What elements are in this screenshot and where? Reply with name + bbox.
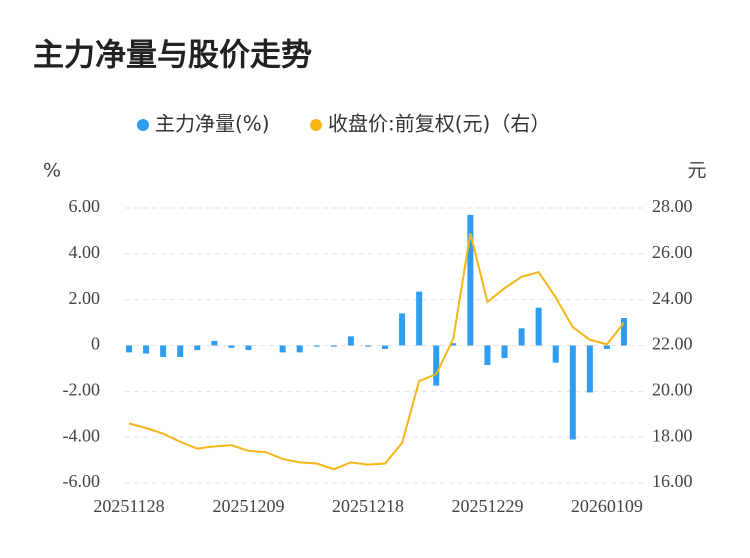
y-tick-label: 0 xyxy=(91,334,100,354)
bar xyxy=(364,345,371,347)
bar xyxy=(484,345,491,365)
chart-title: 主力净量与股价走势 xyxy=(33,38,312,74)
bar xyxy=(228,345,235,348)
y-tick-label: 2.00 xyxy=(69,288,101,308)
legend-label: 收盘价:前复权(元)（右） xyxy=(328,112,550,136)
bar xyxy=(433,345,440,386)
bar xyxy=(279,345,286,353)
y2-tick-label: 26.00 xyxy=(652,242,693,262)
bar xyxy=(160,345,167,357)
bar xyxy=(603,345,610,349)
legend-swatch xyxy=(310,119,322,131)
bar xyxy=(313,345,320,347)
legend-swatch xyxy=(137,119,149,131)
bar xyxy=(245,345,252,351)
bar xyxy=(143,345,150,354)
bar xyxy=(126,345,132,353)
bar xyxy=(194,345,201,351)
bar xyxy=(501,345,508,359)
bar xyxy=(416,291,423,346)
y-tick-label: 4.00 xyxy=(69,242,101,262)
y2-tick-label: 28.00 xyxy=(652,196,693,216)
y2-tick-label: 16.00 xyxy=(652,471,693,491)
bar xyxy=(621,318,627,346)
bar xyxy=(467,214,474,346)
y2-tick-label: 22.00 xyxy=(652,334,693,354)
y-tick-label: 6.00 xyxy=(69,196,101,216)
bar xyxy=(535,307,542,346)
bar xyxy=(347,336,354,346)
bar xyxy=(330,345,337,347)
bar xyxy=(296,345,303,353)
x-tick-label: 20260109 xyxy=(571,496,643,516)
bar xyxy=(552,345,559,363)
bar xyxy=(586,345,593,393)
bar xyxy=(569,345,576,440)
y2-tick-label: 18.00 xyxy=(652,425,693,445)
bar xyxy=(399,313,406,346)
y2-tick-label: 24.00 xyxy=(652,288,693,308)
x-tick-label: 20251128 xyxy=(93,496,164,516)
legend-label: 主力净量(%) xyxy=(155,112,270,136)
x-tick-label: 20251209 xyxy=(212,496,284,516)
y-tick-label: -4.00 xyxy=(63,425,101,445)
y2-axis-unit: 元 xyxy=(687,160,706,182)
y-tick-label: -6.00 xyxy=(63,471,101,491)
bar xyxy=(211,340,218,346)
bar xyxy=(518,328,525,346)
price-line xyxy=(128,232,625,471)
x-tick-label: 20251218 xyxy=(332,496,404,516)
bar xyxy=(177,345,184,357)
y-tick-label: -2.00 xyxy=(63,379,101,399)
y-axis-unit: % xyxy=(43,160,61,182)
y2-tick-label: 20.00 xyxy=(652,379,693,399)
bar xyxy=(382,345,389,349)
bar xyxy=(450,343,457,346)
x-tick-label: 20251229 xyxy=(451,496,523,516)
